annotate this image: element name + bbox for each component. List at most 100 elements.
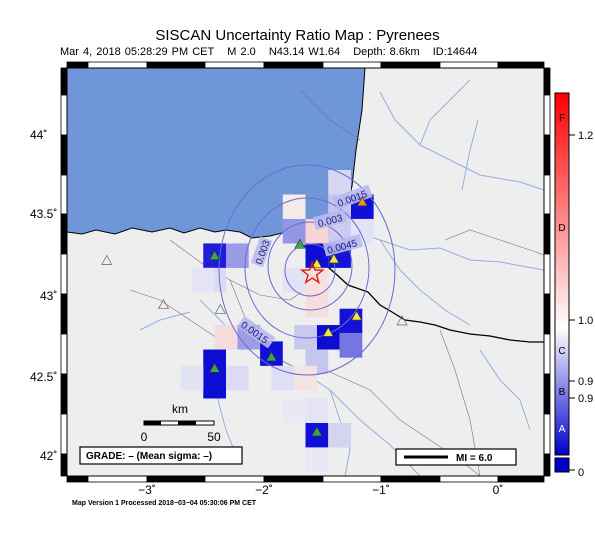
axis-labels: 44˚ 43.5˚ 43˚ 42.5˚ 42˚ −3˚ −2˚ −1˚ 0˚	[30, 128, 503, 497]
uncertainty-cells	[180, 170, 374, 472]
map-title: SISCAN Uncertainty Ratio Map : Pyrenees	[155, 27, 440, 44]
uncertainty-cell	[282, 218, 306, 244]
inactive-station-triangle-icon	[157, 298, 170, 310]
frame-segment	[543, 134, 551, 176]
station-triangle-icon	[209, 250, 221, 260]
uncertainty-contours	[218, 164, 396, 376]
uncertainty-cell	[203, 349, 226, 374]
lat-label: 42.5˚	[30, 370, 57, 384]
contour-ring	[284, 243, 336, 297]
uncertainty-cell	[226, 243, 249, 268]
station-triangle-icon	[311, 258, 323, 269]
frame-segment	[146, 61, 206, 69]
frame-segment	[204, 61, 265, 69]
contour-ring	[267, 221, 353, 311]
event-id: ID:14644	[432, 46, 478, 58]
uncertainty-cell	[305, 243, 329, 268]
lat-label: 44˚	[30, 128, 47, 142]
scale-bar: km 0 50	[141, 402, 221, 444]
station-triangle-icon	[351, 310, 363, 321]
frame-segment	[380, 475, 441, 483]
uncertainty-cell	[214, 325, 238, 350]
uncertainty-cell	[294, 325, 317, 350]
frame-segment	[543, 94, 551, 136]
uncertainty-cell	[294, 365, 317, 391]
epicenter-star-icon	[299, 260, 325, 285]
frame-segment	[543, 333, 551, 375]
uncertainty-cell	[339, 308, 363, 334]
mi-legend-text: MI = 6.0	[456, 453, 493, 464]
event-date: Mar 4, 2018 05:28:29 PM CET	[60, 46, 215, 58]
frame-segment	[543, 213, 551, 255]
colorbar-value: 1.2	[578, 130, 593, 142]
uncertainty-cell	[226, 365, 249, 391]
lat-label: 43.5˚	[30, 207, 57, 221]
contour-ring	[244, 197, 370, 339]
frame-segment	[497, 61, 545, 69]
station-triangle-icon	[322, 326, 334, 337]
frame-segment	[439, 475, 499, 483]
frame-segment	[380, 61, 441, 69]
scale-bar-segment	[178, 421, 196, 425]
uncertainty-cell	[180, 365, 204, 391]
uncertainty-cell	[339, 333, 363, 358]
frame-segment	[322, 475, 382, 483]
colorbar-gradient	[554, 92, 570, 456]
event-location: N43.14 W1.64	[268, 46, 341, 58]
station-triangle-icon	[311, 426, 323, 437]
station-triangle-icon	[356, 196, 368, 207]
frame-segment	[60, 333, 68, 375]
frame-segment	[60, 134, 68, 176]
event-info: Mar 4, 2018 05:28:29 PM CET M 2.0 N43.14…	[60, 46, 486, 58]
frame-segment	[543, 174, 551, 215]
frame-segment	[60, 67, 68, 96]
colorbar-value: 0.9	[578, 376, 593, 388]
uncertainty-cell	[305, 447, 329, 472]
uncertainty-cell	[271, 365, 295, 391]
scale-tick-0: 0	[141, 430, 148, 444]
frame-segment	[263, 61, 324, 69]
lon-label: 0˚	[493, 483, 504, 497]
frame-segment	[66, 475, 89, 483]
processing-note: Map Version 1 Processed 2018−03−04 05:30…	[72, 500, 257, 507]
grade-letter: F	[559, 113, 565, 124]
epicenter-star	[299, 260, 325, 285]
frame-segment	[60, 94, 68, 136]
frame-segment	[60, 213, 68, 255]
station-triangle-icon	[209, 362, 221, 373]
event-depth: Depth: 8.6km	[353, 46, 420, 58]
uncertainty-cell	[328, 170, 351, 195]
frame-segment	[60, 253, 68, 295]
stations	[101, 196, 408, 437]
uncertainty-cell	[282, 398, 306, 423]
frame-segment	[146, 475, 206, 483]
colorbar-value: 0.9	[578, 393, 593, 405]
colorbar-zero-swatch	[554, 457, 570, 473]
lat-label: 42˚	[40, 449, 57, 463]
grade-text: GRADE: – (Mean sigma: –)	[86, 451, 212, 462]
uncertainty-cell	[203, 374, 226, 399]
frame-segment	[543, 453, 551, 477]
frame-segment	[439, 61, 499, 69]
uncertainty-cell	[305, 292, 329, 317]
uncertainty-cell	[282, 267, 306, 293]
inactive-station-triangle-icon	[214, 303, 227, 314]
uncertainty-cell	[305, 267, 329, 293]
mi-legend: MI = 6.0	[395, 448, 517, 466]
national-border	[299, 242, 544, 343]
uncertainty-cell	[305, 398, 329, 423]
colorbar-value: 1.0	[578, 315, 593, 327]
grade-box: GRADE: – (Mean sigma: –)	[79, 446, 243, 465]
grade-letter: B	[559, 387, 566, 398]
contour-ring	[218, 164, 396, 376]
frame-segment	[60, 413, 68, 455]
frame-segment	[60, 293, 68, 335]
lon-label: −3˚	[138, 483, 156, 497]
frame-segment	[60, 453, 68, 477]
uncertainty-cell	[191, 267, 215, 293]
grade-letter: A	[559, 424, 566, 435]
plot-border	[66, 67, 545, 477]
frame-segment	[497, 475, 545, 483]
colorbar: F D C B A 1.2 1.0 0.9 0.9 0	[554, 92, 593, 479]
